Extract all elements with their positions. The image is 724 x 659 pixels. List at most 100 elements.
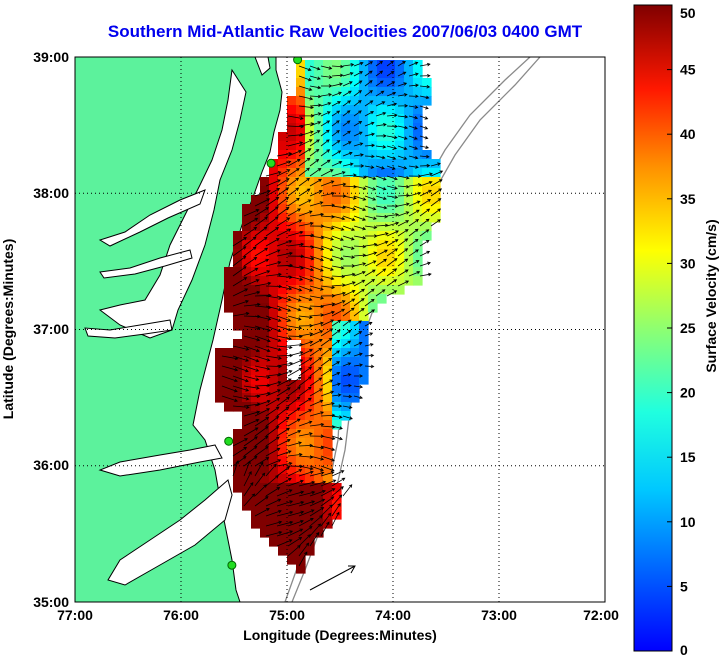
velocity-cell bbox=[314, 294, 324, 304]
velocity-vector bbox=[309, 167, 322, 177]
velocity-vector bbox=[342, 255, 356, 259]
velocity-cell bbox=[287, 132, 297, 142]
velocity-cell bbox=[260, 294, 270, 304]
velocity-cell bbox=[404, 105, 414, 115]
velocity-vector bbox=[375, 268, 387, 277]
velocity-vector bbox=[419, 261, 431, 267]
velocity-vector bbox=[276, 466, 291, 477]
velocity-vector bbox=[309, 65, 321, 71]
velocity-vector bbox=[276, 206, 290, 217]
velocity-cell bbox=[269, 357, 279, 367]
velocity-cell bbox=[386, 87, 396, 97]
velocity-vector bbox=[353, 195, 367, 201]
velocity-cell bbox=[323, 267, 333, 277]
velocity-vector bbox=[320, 120, 331, 127]
velocity-vector bbox=[353, 395, 364, 400]
velocity-cell bbox=[323, 195, 333, 205]
velocity-vector bbox=[287, 528, 304, 537]
velocity-cell bbox=[341, 294, 351, 304]
velocity-vector bbox=[353, 341, 363, 347]
velocity-vector bbox=[287, 177, 300, 187]
velocity-cell bbox=[242, 492, 252, 502]
velocity-cell bbox=[341, 303, 351, 313]
velocity-cell bbox=[269, 474, 279, 484]
velocity-vector bbox=[298, 139, 313, 147]
velocity-vector bbox=[265, 188, 281, 197]
velocity-cell bbox=[305, 267, 315, 277]
velocity-cell bbox=[341, 249, 351, 259]
velocity-cell bbox=[422, 177, 432, 187]
velocity-vector bbox=[265, 355, 282, 360]
velocity-vector bbox=[287, 219, 303, 227]
velocity-vector bbox=[364, 154, 375, 159]
velocity-vector bbox=[276, 315, 292, 322]
velocity-cell bbox=[242, 231, 252, 241]
current-vector-field bbox=[221, 60, 444, 591]
velocity-vector bbox=[243, 217, 259, 227]
velocity-vector bbox=[397, 211, 410, 217]
velocity-vector bbox=[408, 238, 419, 247]
velocity-cell bbox=[305, 150, 315, 160]
velocity-vector bbox=[320, 496, 335, 507]
velocity-cell bbox=[296, 141, 306, 151]
velocity-cell bbox=[386, 123, 396, 133]
velocity-cell bbox=[251, 240, 261, 250]
velocity-vector bbox=[430, 188, 443, 197]
velocity-cell bbox=[251, 258, 261, 268]
velocity-cell bbox=[278, 357, 288, 367]
velocity-cell bbox=[404, 186, 414, 196]
velocity-vector bbox=[331, 319, 342, 327]
velocity-cell bbox=[377, 159, 387, 169]
velocity-cell bbox=[386, 141, 396, 151]
velocity-cell bbox=[332, 276, 342, 286]
velocity-cell bbox=[260, 375, 270, 385]
velocity-vector bbox=[309, 515, 323, 527]
velocity-vector bbox=[232, 345, 250, 351]
velocity-vector bbox=[276, 378, 292, 387]
velocity-cell bbox=[377, 276, 387, 286]
river-james bbox=[84, 319, 173, 339]
velocity-cell bbox=[323, 177, 333, 187]
velocity-vector bbox=[298, 470, 314, 477]
velocity-vector bbox=[331, 171, 346, 177]
velocity-cell bbox=[377, 177, 387, 187]
velocity-vector bbox=[320, 512, 332, 527]
velocity-cell bbox=[332, 141, 342, 151]
velocity-vector bbox=[243, 256, 258, 267]
velocity-cell bbox=[233, 348, 243, 358]
velocity-cell bbox=[341, 204, 351, 214]
velocity-vector bbox=[254, 207, 270, 217]
velocity-cell bbox=[413, 114, 423, 124]
velocity-cell bbox=[278, 330, 288, 340]
velocity-cell bbox=[386, 267, 396, 277]
velocity-cell bbox=[404, 222, 414, 232]
velocity-vector bbox=[320, 235, 334, 241]
velocity-vector bbox=[276, 169, 291, 177]
velocity-cell bbox=[287, 285, 297, 295]
velocity-cell bbox=[305, 510, 315, 520]
velocity-cell bbox=[278, 321, 288, 331]
velocity-cell bbox=[359, 105, 369, 115]
velocity-cell bbox=[359, 357, 369, 367]
velocity-cell bbox=[215, 348, 225, 358]
velocity-vector bbox=[353, 71, 364, 77]
velocity-vector bbox=[408, 83, 419, 88]
velocity-cell bbox=[368, 78, 378, 88]
velocity-cell bbox=[260, 204, 270, 214]
velocity-cell bbox=[251, 429, 261, 439]
velocity-vector bbox=[320, 479, 337, 487]
velocity-vector bbox=[397, 165, 408, 170]
velocity-cell bbox=[287, 303, 297, 313]
velocity-cell bbox=[413, 249, 423, 259]
velocity-cell bbox=[377, 132, 387, 142]
velocity-vector bbox=[298, 480, 316, 487]
velocity-cell bbox=[269, 276, 279, 286]
velocity-cell bbox=[413, 204, 423, 214]
velocity-cell bbox=[350, 114, 360, 124]
velocity-cell bbox=[242, 330, 252, 340]
velocity-cell bbox=[386, 177, 396, 187]
velocity-vector bbox=[353, 142, 364, 147]
velocity-vector bbox=[254, 270, 271, 277]
velocity-vector bbox=[331, 225, 345, 231]
velocity-cell bbox=[296, 132, 306, 142]
